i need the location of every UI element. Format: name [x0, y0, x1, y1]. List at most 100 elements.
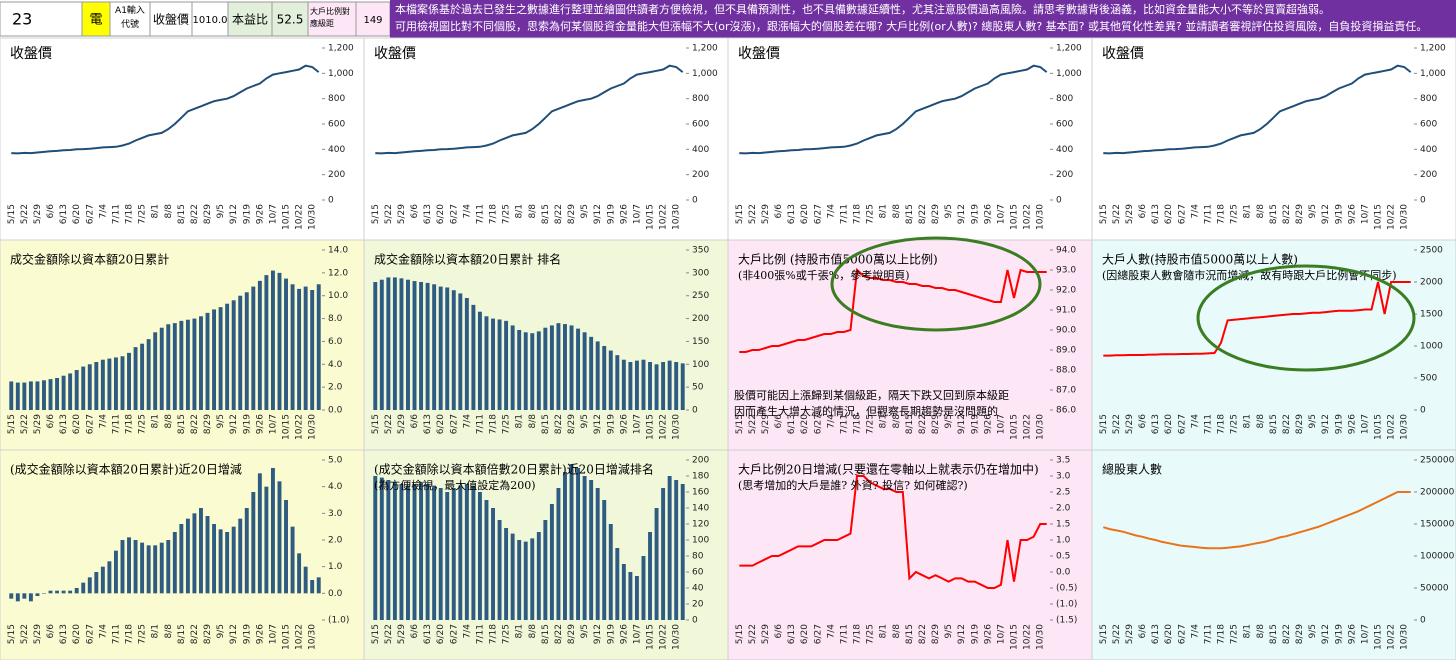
- bar: [55, 590, 60, 594]
- y-tick-label: 0.0: [1056, 568, 1071, 578]
- x-tick-label: 6/27: [813, 414, 823, 434]
- x-tick-label: 5/22: [748, 204, 758, 224]
- x-tick-label: 6/20: [72, 204, 82, 224]
- y-tick-label: 120: [692, 520, 709, 530]
- x-tick-label: 10/7: [996, 414, 1006, 434]
- y-tick-label: 600: [1420, 120, 1437, 130]
- x-tick-label: 7/18: [853, 204, 863, 224]
- x-tick-label: 10/15: [1374, 414, 1384, 440]
- y-tick-label: 8.0: [328, 314, 343, 324]
- bar: [569, 325, 574, 410]
- x-tick-label: 9/26: [619, 204, 629, 224]
- bar: [120, 540, 125, 594]
- bar: [310, 580, 315, 594]
- bar: [477, 311, 482, 410]
- y-tick-label: 1500: [1420, 310, 1443, 320]
- x-tick-label: 8/29: [931, 624, 941, 644]
- y-tick-label: 1.5: [1056, 520, 1070, 530]
- x-tick-label: 8/1: [151, 204, 161, 218]
- x-tick-label: 10/15: [1010, 624, 1020, 650]
- x-tick-label: 10/30: [1400, 204, 1410, 230]
- x-tick-label: 8/22: [554, 414, 564, 434]
- bar: [648, 532, 652, 620]
- bar: [87, 577, 92, 594]
- x-tick-label: 5/15: [7, 414, 17, 434]
- y-tick-label: 2.0: [328, 383, 343, 393]
- x-tick-label: 10/30: [1036, 624, 1046, 650]
- bar: [94, 362, 99, 410]
- y-tick-label: 1,200: [1056, 44, 1082, 54]
- x-tick-label: 6/20: [800, 204, 810, 224]
- x-tick-label: 5/22: [1112, 624, 1122, 644]
- bar: [576, 328, 581, 410]
- bar: [251, 492, 256, 594]
- x-tick-label: 9/26: [255, 414, 265, 434]
- bar: [471, 485, 476, 620]
- x-tick-label: 10/30: [672, 414, 682, 440]
- x-tick-label: 9/26: [619, 624, 629, 644]
- y-tick-label: 600: [1056, 120, 1073, 130]
- bar: [576, 468, 581, 620]
- x-tick-label: 9/5: [1308, 204, 1318, 218]
- notice-bg: [390, 0, 1456, 38]
- y-tick-label: 3.5: [1056, 456, 1070, 466]
- bar: [641, 556, 646, 620]
- y-tick-label: 6.0: [328, 337, 343, 347]
- bar: [406, 485, 410, 620]
- x-tick-label: 6/13: [59, 414, 69, 434]
- x-tick-label: 8/22: [554, 624, 564, 644]
- bar: [628, 362, 633, 410]
- y-tick-label: 0: [1420, 616, 1426, 626]
- x-tick-label: 6/6: [46, 204, 56, 219]
- bar: [133, 540, 138, 594]
- chart-title: 大戶人數(持股市值5000萬以上人數): [1102, 252, 1298, 267]
- x-tick-label: 5/22: [748, 624, 758, 644]
- y-tick-label: 90.0: [1056, 326, 1076, 336]
- bar: [458, 485, 463, 620]
- x-tick-label: 8/15: [905, 414, 915, 434]
- x-tick-label: 6/20: [72, 624, 82, 644]
- bar: [244, 292, 249, 410]
- bar: [218, 307, 223, 410]
- bar: [392, 482, 397, 620]
- bar: [523, 332, 528, 410]
- y-tick-label: 40: [692, 584, 704, 594]
- x-tick-label: 9/26: [255, 624, 265, 644]
- price-cell: [191, 1, 229, 37]
- price: 1010.0: [193, 15, 228, 26]
- x-tick-label: 7/11: [839, 624, 849, 644]
- x-tick-label: 9/26: [1347, 414, 1357, 434]
- x-tick-label: 6/20: [800, 414, 810, 434]
- panel: [727, 239, 1093, 451]
- bar: [185, 518, 190, 594]
- x-tick-label: 7/11: [1203, 624, 1213, 644]
- bar: [530, 538, 535, 620]
- x-tick-label: 7/11: [475, 204, 485, 224]
- bar: [81, 582, 86, 594]
- bar: [543, 327, 548, 410]
- line-series: [739, 267, 1047, 353]
- bar: [582, 476, 587, 620]
- bar: [225, 303, 230, 410]
- x-tick-label: 10/22: [295, 624, 305, 650]
- x-tick-label: 5/15: [735, 624, 745, 644]
- y-tick-label: 250000: [1420, 456, 1455, 466]
- bar: [284, 500, 288, 594]
- bar: [536, 331, 541, 410]
- chart-subtitle: (思考增加的大戶是誰? 外資? 投信? 如何確認?): [738, 478, 968, 492]
- x-tick-label: 8/29: [203, 624, 213, 644]
- x-tick-label: 8/22: [918, 204, 928, 224]
- x-tick-label: 6/6: [774, 204, 784, 219]
- bar: [621, 359, 626, 410]
- x-tick-label: 5/29: [761, 624, 771, 644]
- bar: [74, 588, 79, 594]
- x-tick-label: 9/12: [593, 624, 603, 644]
- x-tick-label: 6/13: [787, 204, 797, 224]
- chart-title: 總股東人數: [1102, 462, 1162, 477]
- x-tick-label: 8/15: [1269, 204, 1279, 224]
- x-tick-label: 8/8: [164, 624, 174, 639]
- y-tick-label: 87.0: [1056, 386, 1076, 396]
- y-tick-label: 400: [1056, 145, 1073, 155]
- x-tick-label: 8/15: [1269, 414, 1279, 434]
- bar: [458, 293, 463, 410]
